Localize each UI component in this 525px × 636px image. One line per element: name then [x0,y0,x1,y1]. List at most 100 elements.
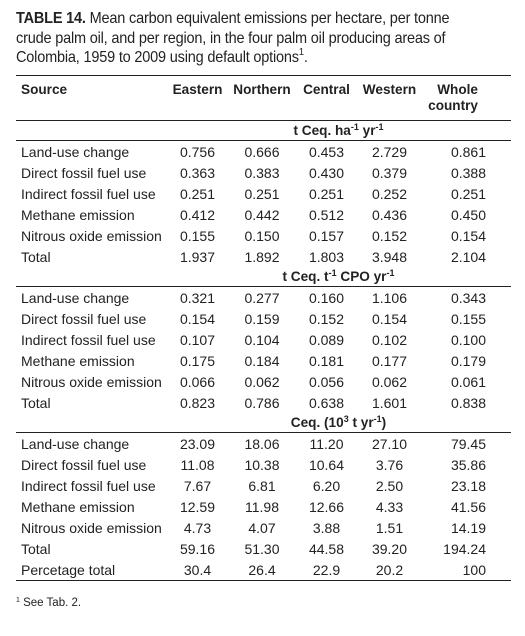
unit-unit-mid: CPO yr [336,269,387,284]
cell-whole-country: 0.388 [450,164,486,181]
unit-unit-sup1: -1 [328,268,337,278]
row-label: Indirect fossil fuel use [21,477,156,494]
unit-label: t Ceq. t-1 CPO yr-1 [166,267,511,287]
cell-western: 0.379 [371,164,408,181]
cell-whole-country: 0.251 [450,185,486,202]
cell-western: 1.106 [371,289,408,306]
unit-spacer [16,413,166,433]
cell-central: 1.803 [308,248,345,265]
cell-western: 0.102 [371,331,408,348]
table-row: Nitrous oxide emission 0.155 0.150 0.157 0.1… [16,225,511,246]
row-label: Land-use change [21,289,130,306]
table-row: Total 59.16 51.30 44.58 39.20 194.24 [16,538,511,559]
cell-central: 12.66 [308,498,345,515]
cell-northern: 0.062 [244,373,280,390]
cell-eastern: 12.59 [179,498,216,515]
cell-northern: 18.06 [244,435,280,452]
cell-whole-country: 41.56 [450,498,486,515]
footnote-text: See Tab. 2. [19,597,82,609]
cell-eastern: 0.066 [179,373,216,390]
cell-eastern: 30.4 [166,559,229,581]
cell-whole-country: 0.155 [450,310,486,327]
cell-northern: 0.666 [244,143,280,160]
unit-row: t Ceq. ha-1 yr-1 [16,120,511,141]
table-row: Direct fossil fuel use 11.08 10.38 10.64 3.7… [16,454,511,475]
unit-spacer [16,120,166,141]
cell-western: 2.729 [371,143,408,160]
table-label: TABLE 14. [16,10,86,27]
table-row: Land-use change 0.756 0.666 0.453 2.729 0.861 [16,141,511,163]
cell-western: 3.76 [375,456,404,473]
col-header-central: Central [295,75,358,121]
cell-whole-country: 0.450 [450,206,486,223]
cell-whole-country: 2.104 [450,248,486,265]
cell-eastern: 0.175 [179,352,216,369]
table-row: Percetage total 30.4 26.4 22.9 20.2 100 [16,559,511,581]
cell-northern: 6.81 [248,477,276,494]
col-header-northern: Northern [229,75,295,121]
cell-central: 10.64 [308,456,345,473]
footnote: 1 See Tab. 2. [16,597,81,609]
table-body: t Ceq. ha-1 yr-1 Land-use change 0.756 0.66… [16,120,511,581]
unit-unit-sup1: -1 [350,122,359,132]
cell-western: 1.51 [375,519,404,536]
col-header-source: Source [16,75,166,121]
cell-central: 11.20 [309,435,344,452]
table-caption: TABLE 14. Mean carbon equivalent emissio… [16,9,474,68]
cell-western: 39.20 [371,540,408,557]
unit-unit-pre: Ceq. (10 [290,415,344,430]
cell-northern: 26.4 [229,559,295,581]
cell-eastern: 1.937 [179,248,216,265]
cell-western: 20.2 [358,559,421,581]
cell-western: 1.601 [371,394,408,411]
row-label: Direct fossil fuel use [21,164,147,181]
cell-whole-country: 79.45 [450,435,486,452]
cell-eastern: 23.09 [179,435,216,452]
cell-central: 0.430 [308,164,345,181]
row-label: Indirect fossil fuel use [21,331,156,348]
unit-unit-mid: yr [358,123,376,138]
table-row: Methane emission 12.59 11.98 12.66 4.33 41.56 [16,496,511,517]
table-row: Land-use change 23.09 18.06 11.20 27.10 79.45 [16,433,511,455]
row-label: Direct fossil fuel use [21,310,147,327]
cell-eastern: 0.155 [179,227,216,244]
row-label: Land-use change [21,435,130,452]
unit-label: t Ceq. ha-1 yr-1 [166,120,511,141]
cell-western: 3.948 [371,248,408,265]
header-row: Source Eastern Northern Central Western … [16,75,511,121]
table-row: Methane emission 0.175 0.184 0.181 0.177 0.17… [16,350,511,371]
cell-whole-country: 0.100 [450,331,486,348]
row-label: Percetage total [16,559,166,581]
cell-western: 0.152 [371,227,408,244]
unit-unit-pre: t Ceq. ha [293,123,351,138]
cell-whole-country: 0.061 [450,373,486,390]
cell-western: 0.154 [371,310,408,327]
cell-eastern: 0.823 [179,394,216,411]
cell-central: 6.20 [312,477,341,494]
cell-northern: 0.159 [244,310,280,327]
unit-unit-post: ) [381,415,387,430]
cell-whole-country: 0.343 [450,289,486,306]
col-header-western: Western [358,75,421,121]
cell-western: 0.436 [371,206,408,223]
cell-central: 0.152 [308,310,345,327]
cell-whole-country: 0.861 [450,143,486,160]
table-row: Total 1.937 1.892 1.803 3.948 2.104 [16,246,511,267]
cell-whole-country: 100 [421,559,511,581]
cell-northern: 10.38 [244,456,280,473]
cell-northern: 0.442 [244,206,280,223]
cell-eastern: 0.107 [179,331,216,348]
cell-whole-country: 23.18 [450,477,486,494]
row-label: Nitrous oxide emission [21,227,162,244]
cell-whole-country: 0.154 [450,227,486,244]
row-label: Total [21,394,51,411]
cell-central: 0.453 [308,143,345,160]
cell-northern: 11.98 [245,498,279,515]
cell-northern: 0.150 [244,227,280,244]
cell-northern: 0.184 [244,352,280,369]
col-header-whole-country: Whole country [421,75,511,121]
cell-northern: 0.104 [244,331,280,348]
cell-whole-country: 194.24 [443,540,486,557]
cell-eastern: 11.08 [180,456,215,473]
cell-western: 2.50 [375,477,404,494]
